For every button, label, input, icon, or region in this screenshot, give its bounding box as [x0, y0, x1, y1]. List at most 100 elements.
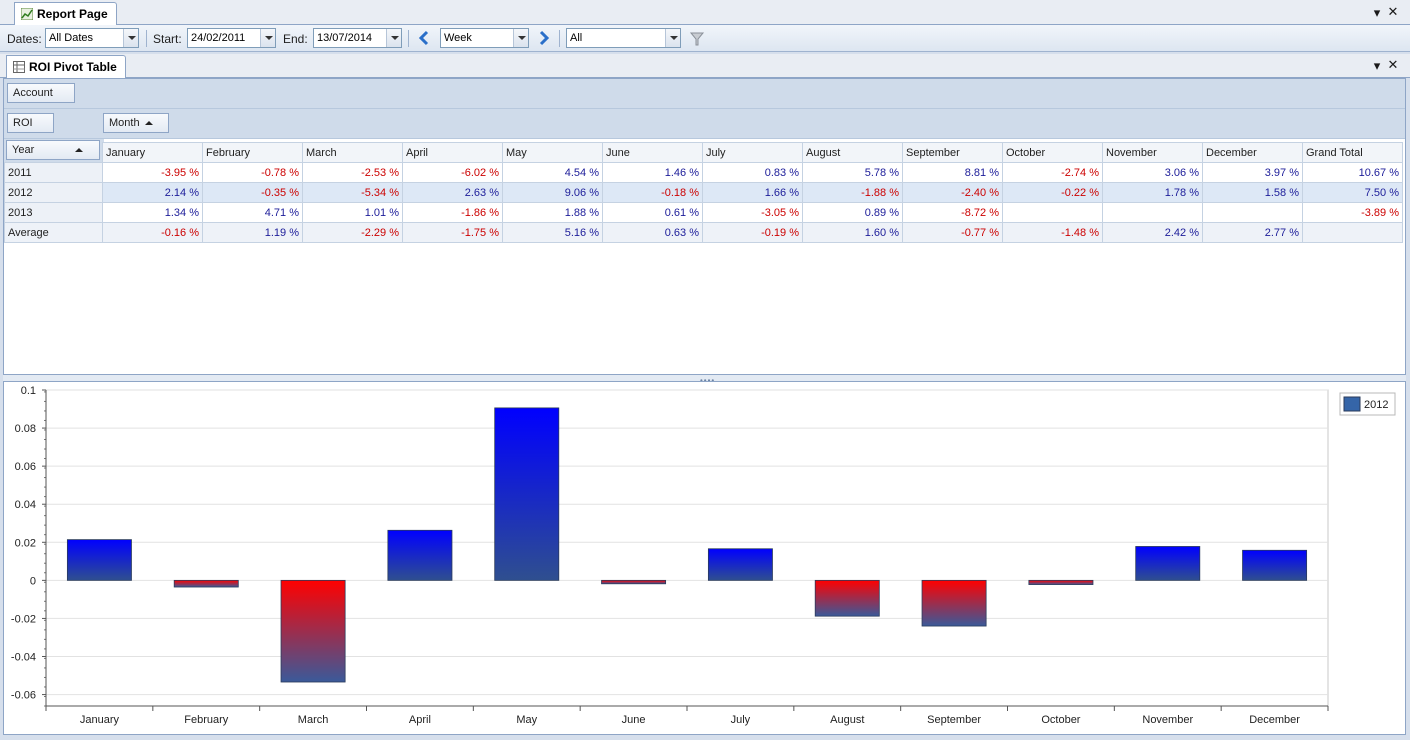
filter-funnel-icon[interactable]: [689, 30, 705, 48]
bar-december[interactable]: [1242, 549, 1308, 581]
pivot-cell[interactable]: 1.58 %: [1202, 182, 1303, 203]
pivot-cell[interactable]: -2.40 %: [902, 182, 1003, 203]
bar-november[interactable]: [1135, 546, 1201, 581]
pivot-cell[interactable]: -2.29 %: [302, 222, 403, 243]
pivot-cell[interactable]: -5.34 %: [302, 182, 403, 203]
pivot-cell[interactable]: -0.22 %: [1002, 182, 1103, 203]
pivot-cell[interactable]: [1002, 202, 1103, 223]
pivot-cell[interactable]: -0.19 %: [702, 222, 803, 243]
pivot-cell[interactable]: -8.72 %: [902, 202, 1003, 223]
roi-field-button[interactable]: ROI: [7, 113, 54, 133]
pivot-column-header[interactable]: July: [702, 142, 803, 163]
sort-ascending-icon[interactable]: [145, 121, 153, 125]
chevron-down-icon[interactable]: [386, 29, 401, 47]
pivot-cell[interactable]: 2.63 %: [402, 182, 503, 203]
pivot-cell[interactable]: 7.50 %: [1302, 182, 1403, 203]
pivot-cell[interactable]: 10.67 %: [1302, 162, 1403, 183]
bar-june[interactable]: [601, 579, 667, 585]
pivot-cell[interactable]: 3.06 %: [1102, 162, 1203, 183]
pivot-cell[interactable]: 0.63 %: [602, 222, 703, 243]
window-menu-icon[interactable]: ▾: [1373, 5, 1381, 20]
bar-august[interactable]: [814, 579, 880, 617]
pivot-column-header[interactable]: October: [1002, 142, 1103, 163]
pivot-column-header[interactable]: June: [602, 142, 703, 163]
pivot-column-header[interactable]: March: [302, 142, 403, 163]
previous-period-icon[interactable]: [416, 29, 432, 47]
pivot-column-header[interactable]: April: [402, 142, 503, 163]
pivot-row[interactable]: Average -0.16 % 1.19 % -2.29 % -1.75 % 5.16 %…: [4, 222, 1403, 243]
pivot-cell[interactable]: 1.88 %: [502, 202, 603, 223]
pivot-cell[interactable]: 0.61 %: [602, 202, 703, 223]
year-field-button[interactable]: Year: [6, 140, 100, 160]
pivot-column-header[interactable]: Grand Total: [1302, 142, 1403, 163]
pivot-cell[interactable]: 2.42 %: [1102, 222, 1203, 243]
dates-combo[interactable]: All Dates: [45, 28, 139, 48]
bar-october[interactable]: [1028, 579, 1094, 585]
pivot-row[interactable]: 2013 1.34 % 4.71 % 1.01 % -1.86 % 1.88 % 0.61 …: [4, 202, 1403, 223]
pivot-cell[interactable]: 2.14 %: [102, 182, 203, 203]
pivot-column-header[interactable]: January: [102, 142, 203, 163]
panel-close-icon[interactable]: ✕: [1387, 57, 1399, 72]
pivot-row-header[interactable]: 2012: [4, 182, 103, 203]
pivot-column-header[interactable]: August: [802, 142, 903, 163]
pivot-cell[interactable]: 5.16 %: [502, 222, 603, 243]
pivot-cell[interactable]: [1202, 202, 1303, 223]
pivot-cell[interactable]: 4.54 %: [502, 162, 603, 183]
pivot-row-header[interactable]: 2013: [4, 202, 103, 223]
pivot-cell[interactable]: 1.34 %: [102, 202, 203, 223]
pivot-cell[interactable]: 1.46 %: [602, 162, 703, 183]
bar-may[interactable]: [494, 407, 560, 581]
pivot-cell[interactable]: 1.78 %: [1102, 182, 1203, 203]
pivot-cell[interactable]: 5.78 %: [802, 162, 903, 183]
bar-september[interactable]: [921, 579, 987, 627]
pivot-cell[interactable]: 1.19 %: [202, 222, 303, 243]
pivot-cell[interactable]: -2.53 %: [302, 162, 403, 183]
pivot-cell[interactable]: -3.95 %: [102, 162, 203, 183]
pivot-cell[interactable]: -0.18 %: [602, 182, 703, 203]
pivot-cell[interactable]: -0.77 %: [902, 222, 1003, 243]
pivot-column-header[interactable]: December: [1202, 142, 1303, 163]
bar-april[interactable]: [387, 529, 453, 581]
chevron-down-icon[interactable]: [665, 29, 680, 47]
pivot-cell[interactable]: 2.77 %: [1202, 222, 1303, 243]
pivot-cell[interactable]: -2.74 %: [1002, 162, 1103, 183]
pivot-cell[interactable]: 0.89 %: [802, 202, 903, 223]
pivot-cell[interactable]: -0.35 %: [202, 182, 303, 203]
account-filter-combo[interactable]: All: [566, 28, 681, 48]
pivot-cell[interactable]: -6.02 %: [402, 162, 503, 183]
pivot-cell[interactable]: 1.60 %: [802, 222, 903, 243]
chevron-down-icon[interactable]: [123, 29, 138, 47]
pivot-cell[interactable]: -1.88 %: [802, 182, 903, 203]
bar-january[interactable]: [66, 539, 132, 581]
start-date-picker[interactable]: 24/02/2011: [187, 28, 276, 48]
tab-report-page[interactable]: Report Page: [14, 2, 117, 26]
pivot-cell[interactable]: -1.48 %: [1002, 222, 1103, 243]
bar-july[interactable]: [707, 548, 773, 581]
tab-roi-pivot-table[interactable]: ROI Pivot Table: [6, 55, 126, 79]
account-field-button[interactable]: Account: [7, 83, 75, 103]
splitter-grip[interactable]: ••••: [700, 376, 715, 385]
pivot-cell[interactable]: -0.16 %: [102, 222, 203, 243]
window-close-icon[interactable]: ✕: [1387, 4, 1399, 19]
pivot-column-header[interactable]: May: [502, 142, 603, 163]
pivot-row[interactable]: 2012 2.14 % -0.35 % -5.34 % 2.63 % 9.06 % -0.1…: [4, 182, 1403, 203]
pivot-cell[interactable]: 8.81 %: [902, 162, 1003, 183]
period-combo[interactable]: Week: [440, 28, 529, 48]
month-field-button[interactable]: Month: [103, 113, 169, 133]
pivot-column-header[interactable]: November: [1102, 142, 1203, 163]
pivot-cell[interactable]: -0.78 %: [202, 162, 303, 183]
pivot-cell[interactable]: -1.75 %: [402, 222, 503, 243]
end-date-picker[interactable]: 13/07/2014: [313, 28, 402, 48]
pivot-cell[interactable]: 1.01 %: [302, 202, 403, 223]
pivot-row-header[interactable]: Average: [4, 222, 103, 243]
pivot-cell[interactable]: 9.06 %: [502, 182, 603, 203]
sort-ascending-icon[interactable]: [75, 148, 83, 152]
chevron-down-icon[interactable]: [513, 29, 528, 47]
pivot-row[interactable]: 2011 -3.95 % -0.78 % -2.53 % -6.02 % 4.54 % 1.…: [4, 162, 1403, 183]
next-period-icon[interactable]: [536, 29, 552, 47]
pivot-cell[interactable]: [1102, 202, 1203, 223]
pivot-column-header[interactable]: February: [202, 142, 303, 163]
bar-february[interactable]: [173, 579, 239, 588]
pivot-cell[interactable]: -1.86 %: [402, 202, 503, 223]
pivot-cell[interactable]: -3.05 %: [702, 202, 803, 223]
